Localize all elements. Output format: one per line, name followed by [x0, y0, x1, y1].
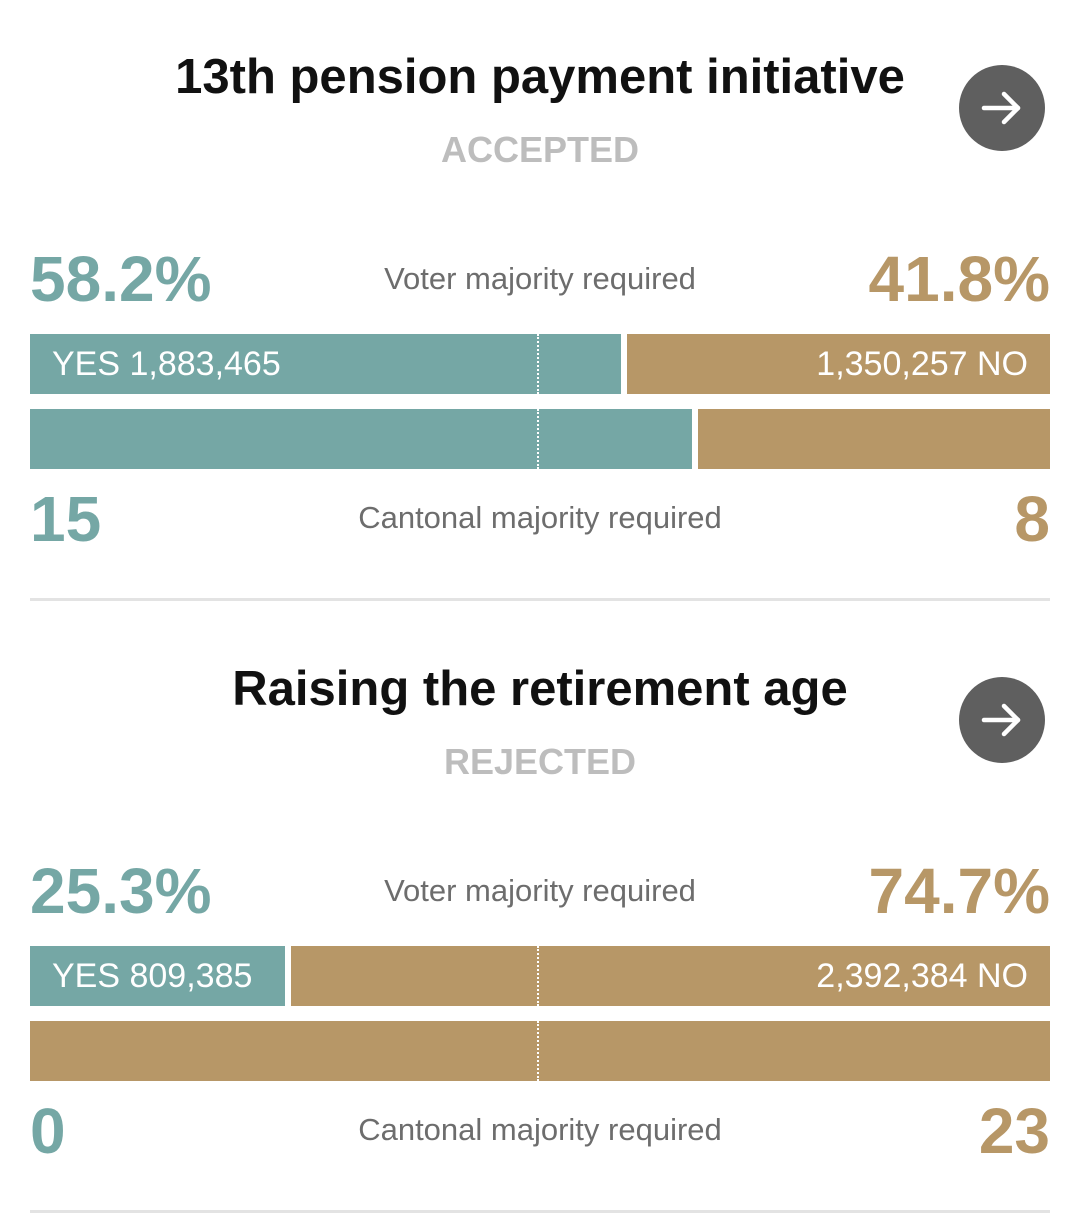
no-canton-segment [30, 1021, 1050, 1081]
yes-percentage: 25.3% [30, 855, 212, 927]
arrow-right-icon [981, 703, 1021, 737]
majority-threshold-line [537, 1021, 539, 1081]
no-canton-count: 8 [1014, 483, 1050, 555]
no-vote-count: 2,392,384 NO [816, 957, 1028, 995]
yes-vote-count: YES 1,883,465 [52, 345, 281, 383]
cantonal-majority-label: Cantonal majority required [358, 500, 722, 535]
yes-canton-count: 15 [30, 483, 102, 555]
open-details-button[interactable] [959, 677, 1045, 763]
yes-vote-count: YES 809,385 [52, 957, 253, 995]
cantonal-majority-label: Cantonal majority required [358, 1112, 722, 1147]
no-percentage: 41.8% [868, 243, 1050, 315]
canton-vote-bar [30, 1021, 1050, 1081]
arrow-right-icon [981, 91, 1021, 125]
vote-title: Raising the retirement age [232, 662, 848, 716]
yes-canton-segment [30, 409, 692, 469]
yes-vote-segment [30, 946, 285, 1006]
open-details-button[interactable] [959, 65, 1045, 151]
section-divider [30, 1210, 1050, 1213]
status-badge: REJECTED [443, 741, 637, 782]
yes-percentage: 58.2% [30, 243, 212, 315]
no-canton-count: 23 [978, 1095, 1050, 1167]
no-canton-segment [698, 409, 1050, 469]
no-percentage: 74.7% [868, 855, 1050, 927]
voter-majority-label: Voter majority required [384, 261, 696, 296]
vote-card-retirement-age: Raising the retirement age REJECTED 25.3… [0, 612, 1080, 1224]
vote-card-pension: 13th pension payment initiative ACCEPTED… [30, 50, 1050, 601]
popular-vote-bar: YES 809,385 2,392,384 NO [30, 946, 1050, 1006]
section-divider [30, 598, 1050, 601]
popular-vote-bar: YES 1,883,465 1,350,257 NO [30, 334, 1050, 394]
majority-threshold-line [537, 946, 539, 1006]
no-vote-segment [291, 946, 1050, 1006]
yes-canton-count: 0 [30, 1095, 66, 1167]
majority-threshold-line [537, 409, 539, 469]
yes-vote-segment [30, 334, 621, 394]
no-vote-segment [627, 334, 1050, 394]
no-vote-count: 1,350,257 NO [816, 345, 1028, 383]
voter-majority-label: Voter majority required [384, 873, 696, 908]
canton-vote-bar [30, 409, 1050, 469]
status-badge: ACCEPTED [440, 129, 640, 170]
vote-title: 13th pension payment initiative [175, 50, 905, 104]
majority-threshold-line [537, 334, 539, 394]
